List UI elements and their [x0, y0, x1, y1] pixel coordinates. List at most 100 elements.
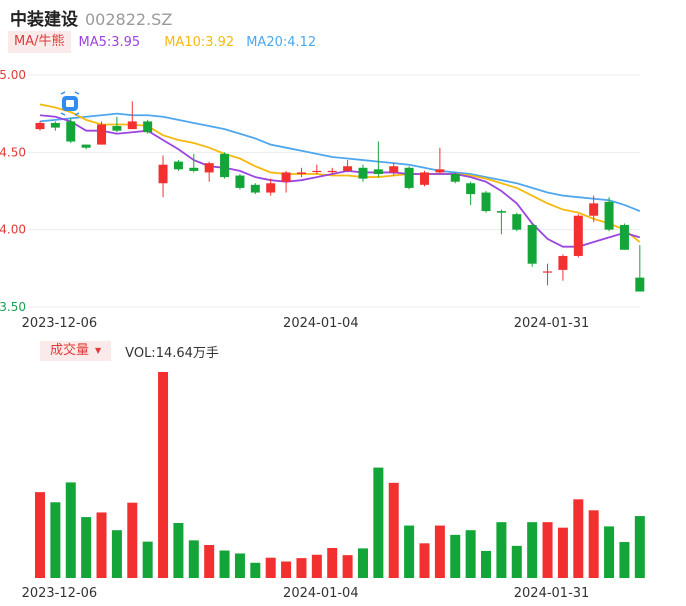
x-tick-label: 2023-12-06 [22, 586, 98, 601]
candle-body [589, 203, 599, 216]
candle-body [558, 255, 568, 270]
candle [358, 164, 368, 182]
volume-bar [142, 541, 153, 578]
candle-body [235, 175, 245, 188]
candle [558, 254, 568, 281]
x-tick-label: 2023-12-06 [22, 316, 98, 331]
volume-bar [465, 530, 476, 578]
candle-body [189, 167, 199, 171]
candle-body [173, 161, 183, 170]
volume-bar [127, 502, 138, 578]
candle-body [527, 225, 537, 264]
x-tick-label: 2024-01-04 [283, 586, 359, 601]
candle-body [143, 121, 153, 133]
stock-header: 中装建设 002822.SZ [10, 5, 172, 30]
volume-bar [265, 557, 276, 578]
candle [189, 153, 199, 173]
candle [235, 173, 245, 190]
candle-body [404, 167, 414, 188]
candle [66, 118, 76, 144]
candle-body [466, 183, 476, 195]
candle [97, 121, 107, 145]
candle [466, 181, 476, 205]
volume-bar [65, 482, 76, 578]
candle-body [343, 166, 353, 171]
candle-body [35, 122, 45, 130]
candle-body [266, 183, 276, 193]
candle [158, 155, 168, 198]
volume-bar [342, 555, 353, 578]
candle [404, 166, 414, 190]
ma5-line [39, 114, 641, 248]
dropdown-caret-icon: ▼ [95, 346, 102, 355]
x-tick-label: 2024-01-04 [283, 316, 359, 331]
volume-series [35, 372, 645, 578]
candlestick-series [35, 101, 645, 292]
volume-bar [111, 530, 122, 578]
candle-body [81, 144, 91, 148]
candle-body [373, 169, 383, 174]
volume-bar [50, 502, 61, 578]
price-x-axis: 2023-12-06 2024-01-04 2024-01-31 [22, 316, 590, 331]
candle-body [496, 211, 506, 213]
volume-bar [388, 482, 399, 578]
candle-body [358, 167, 368, 179]
candle-body [435, 169, 445, 173]
candle-body [112, 126, 122, 131]
candle [573, 214, 583, 258]
volume-bar [450, 534, 461, 578]
candle [312, 164, 322, 174]
candle-body [604, 201, 614, 230]
volume-bar [373, 467, 384, 578]
moving-average-lines [39, 103, 641, 248]
volume-legend: 成交量 ▼ VOL:14.64万手 [40, 341, 219, 361]
ma-toggle-button[interactable]: MA/牛熊 [8, 31, 71, 53]
volume-bar [404, 525, 415, 578]
volume-toggle-button[interactable]: 成交量 ▼ [40, 341, 112, 361]
volume-bar [419, 543, 430, 578]
candle [173, 160, 183, 171]
volume-bar [250, 562, 261, 578]
candle [589, 195, 599, 222]
volume-bar [81, 517, 92, 578]
candle [450, 172, 460, 184]
volume-bar [327, 547, 338, 578]
candle [296, 167, 306, 178]
volume-bar [234, 553, 245, 578]
volume-bar [481, 550, 492, 578]
y-tick-label: 3.50 [0, 300, 26, 314]
candle [435, 147, 445, 174]
candle [281, 170, 291, 193]
volume-bar [173, 523, 184, 578]
volume-bar [542, 522, 553, 578]
candle [543, 263, 553, 286]
candle [327, 167, 337, 174]
volume-bar [511, 545, 522, 578]
volume-bar [204, 545, 215, 578]
candle [127, 101, 137, 130]
candle [112, 116, 122, 133]
candle [35, 121, 45, 131]
volume-bar [281, 561, 292, 578]
candle-body [450, 173, 460, 182]
candle-body [158, 164, 168, 184]
candle [481, 191, 491, 213]
x-tick-label: 2024-01-31 [514, 316, 590, 331]
price-y-axis: 5.00 4.50 4.00 3.50 [0, 68, 26, 314]
candle [635, 245, 645, 292]
ma5-legend: MA5:3.95 [78, 34, 141, 50]
volume-bar [557, 527, 568, 578]
candle-body [635, 277, 645, 292]
candle [496, 209, 506, 235]
volume-bar [573, 499, 584, 578]
ma10-line [39, 103, 641, 243]
event-marker-icon[interactable] [60, 91, 80, 116]
candle-body [50, 122, 60, 128]
candle-body [281, 172, 291, 182]
candle [389, 163, 399, 176]
ma-legend: MA/牛熊 MA5:3.95 MA10:3.92 MA20:4.12 [8, 31, 316, 53]
candle-body [327, 170, 337, 173]
volume-x-axis: 2023-12-06 2024-01-04 2024-01-31 [22, 586, 590, 601]
volume-bar [96, 512, 107, 578]
